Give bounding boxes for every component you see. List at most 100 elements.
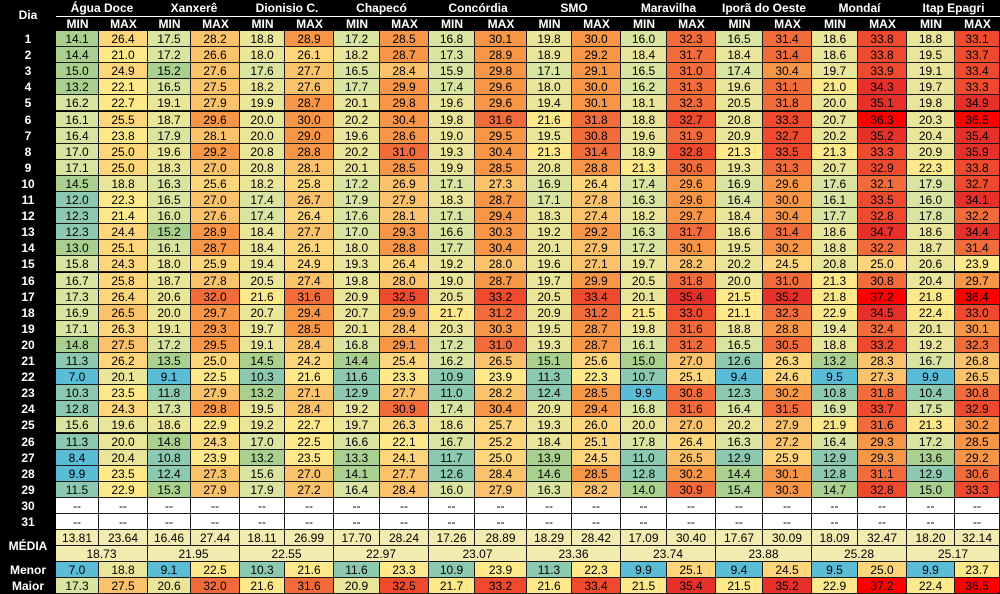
day-label: 8 [0,143,56,160]
data-cell: 30.3 [475,320,527,337]
data-cell: 30.1 [475,31,527,48]
data-cell: 20.2 [812,127,858,144]
data-cell: 27.9 [191,385,240,402]
data-cell: 29.6 [667,192,716,209]
data-cell: 29.2 [955,449,1000,466]
data-cell: 31.6 [858,417,907,434]
media-cell: 16.46 [148,530,191,547]
day-label: 16 [0,272,56,289]
data-cell: 20.0 [240,111,285,128]
data-cell: 17.6 [812,175,858,192]
data-cell: 25.8 [99,272,148,289]
data-cell: 35.2 [763,288,812,305]
data-cell: 32.7 [667,111,716,128]
data-cell: 26.1 [285,240,334,257]
data-cell: 27.7 [380,385,429,402]
data-cell: 30.4 [763,63,812,80]
maior-cell: 31.6 [285,578,334,594]
data-cell: 17.4 [240,208,285,225]
data-cell: 28.0 [475,256,527,273]
data-cell: 29.4 [285,304,334,321]
day-label: 6 [0,111,56,128]
data-cell: 23.3 [380,369,429,386]
data-cell: 26.5 [475,353,527,370]
data-cell: 14.4 [56,47,99,64]
data-cell: 24.3 [99,401,148,418]
max-header: MAX [99,17,148,31]
data-cell: 31.0 [380,143,429,160]
data-cell: 21.8 [907,288,955,305]
data-cell: -- [907,514,955,531]
data-cell: 20.2 [716,256,763,273]
data-cell: 32.8 [858,208,907,225]
day-label: 18 [0,304,56,321]
data-cell: 11.7 [429,449,475,466]
min-header: MIN [334,17,380,31]
data-cell: 30.0 [572,79,621,96]
data-cell: 14.4 [716,465,763,482]
data-cell: 19.6 [334,127,380,144]
data-cell: 10.3 [240,369,285,386]
data-cell: 18.4 [240,240,285,257]
data-cell: 30.1 [955,320,1000,337]
day-label: 25 [0,417,56,434]
data-cell: 20.8 [240,159,285,176]
data-cell: 29.2 [572,47,621,64]
menor-cell: 23.7 [955,562,1000,579]
data-cell: 16.9 [527,175,572,192]
data-cell: 28.5 [955,433,1000,450]
data-cell: 27.0 [667,417,716,434]
data-cell: 19.6 [716,79,763,96]
data-cell: 26.5 [99,304,148,321]
data-cell: 17.6 [334,208,380,225]
data-cell: 19.3 [716,159,763,176]
data-cell: 22.4 [907,304,955,321]
data-cell: 16.9 [56,304,99,321]
data-cell: 27.1 [572,256,621,273]
data-cell: 28.9 [191,224,240,241]
data-cell: 18.6 [812,47,858,64]
data-cell: 9.4 [716,369,763,386]
data-cell: 17.6 [240,63,285,80]
day-label: 15 [0,256,56,273]
data-cell: 29.3 [858,433,907,450]
media-overall-cell: 22.97 [334,546,429,563]
data-cell: 26.4 [380,256,429,273]
data-cell: -- [667,514,716,531]
data-cell: 30.4 [475,240,527,257]
data-cell: 25.9 [191,256,240,273]
day-label: 4 [0,79,56,96]
data-cell: 27.6 [191,63,240,80]
data-cell: 27.3 [191,465,240,482]
data-cell: 22.5 [285,433,334,450]
data-cell: 20.3 [907,111,955,128]
data-cell: 25.0 [191,353,240,370]
data-cell: 18.4 [527,433,572,450]
data-cell: 27.5 [191,79,240,96]
maior-cell: 36.5 [955,578,1000,594]
data-cell: 29.8 [475,63,527,80]
data-cell: 27.0 [191,192,240,209]
data-cell: 8.4 [56,449,99,466]
min-header: MIN [429,17,475,31]
data-cell: -- [191,497,240,514]
data-cell: 25.8 [285,175,334,192]
data-cell: 20.8 [240,143,285,160]
maior-cell: 17.3 [56,578,99,594]
data-cell: 31.1 [858,465,907,482]
data-cell: 18.0 [334,240,380,257]
data-cell: 26.4 [572,175,621,192]
data-cell: 24.3 [99,256,148,273]
day-label: 29 [0,481,56,498]
data-cell: 30.4 [475,401,527,418]
data-cell: 15.6 [56,417,99,434]
data-cell: 28.7 [285,95,334,112]
data-cell: 20.7 [334,304,380,321]
data-cell: 31.6 [667,320,716,337]
data-cell: 14.6 [527,465,572,482]
data-cell: 18.2 [621,208,667,225]
data-cell: 16.1 [812,192,858,209]
menor-cell: 25.1 [667,562,716,579]
maior-cell: 27.5 [99,578,148,594]
data-cell: 20.8 [527,159,572,176]
